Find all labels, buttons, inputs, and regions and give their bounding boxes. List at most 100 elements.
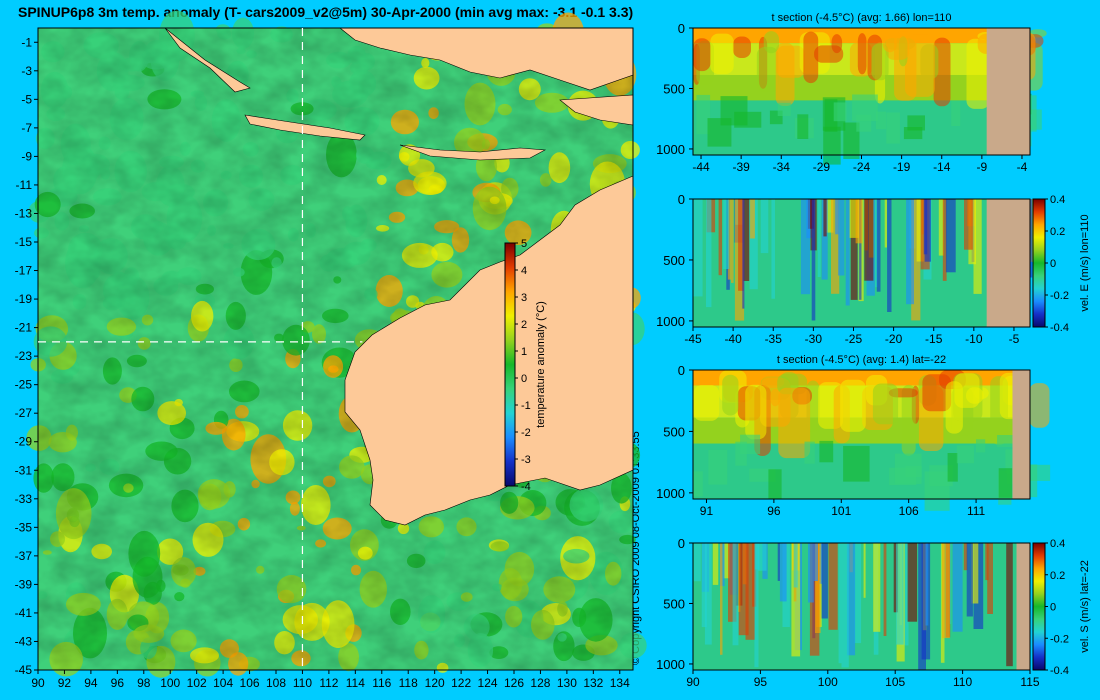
panel-x-tick-label: -24: [853, 160, 871, 174]
map-y-tick-label: -5: [21, 92, 32, 106]
map-x-tick-label: 128: [530, 676, 550, 690]
panel-velocity-streak: [815, 543, 821, 633]
panel-velocity-streak: [817, 199, 821, 277]
panel-x-tick-label: -45: [684, 332, 702, 346]
panel-deep-cell: [696, 94, 711, 135]
map-y-tick-label: -27: [15, 406, 33, 420]
panel-velocity-streak: [896, 543, 904, 645]
map-colorbar-tick-label: -4: [521, 481, 531, 493]
land-java: [244, 114, 366, 141]
panel-velocity-streak: [738, 199, 744, 291]
panel-deep-cell: [976, 439, 986, 453]
panel-velocity-streak: [800, 199, 810, 295]
panel-velocity-streak: [924, 199, 931, 262]
map-y-tick-label: -9: [21, 149, 32, 163]
panel-velocity-streak: [821, 199, 828, 280]
panel-velocity-streak: [823, 199, 827, 237]
panel-velocity-streak: [964, 199, 973, 250]
map-colorbar-tick-label: 1: [521, 346, 527, 358]
panel-colorbar-label: vel. E (m/s) lon=110: [1079, 214, 1091, 311]
panel-velocity-streak: [838, 543, 842, 664]
map-y-tick-label: -37: [15, 549, 33, 563]
panel-x-tick-label: -14: [933, 160, 951, 174]
map-x-tick-label: 116: [372, 676, 391, 690]
panel-x-tick-label: -35: [765, 332, 783, 346]
panel-x-tick-label: 91: [700, 504, 714, 518]
panel-colorbar-label: vel. S (m/s) lat=-22: [1079, 560, 1091, 653]
panel-deep-cell: [875, 111, 886, 130]
panel-velocity-streak: [758, 543, 767, 571]
panel-velocity-streak: [771, 199, 775, 299]
panel-velocity-streak: [813, 543, 818, 581]
panel-velocity-streak: [835, 199, 839, 235]
map-colorbar-tick-label: 3: [521, 292, 527, 304]
panel-y-tick-label: 500: [663, 253, 685, 268]
panel-temp-cell: [905, 34, 935, 97]
panel-x-tick-label: 95: [754, 675, 768, 689]
panel-x-tick-label: 106: [899, 504, 919, 518]
map-y-tick-label: -3: [21, 64, 32, 78]
panel-title: t section (-4.5°C) (avg: 1.66) lon=110: [772, 12, 952, 24]
panel-velocity-streak: [925, 543, 929, 626]
panel-colorbar-tick-label: 0.4: [1050, 194, 1065, 206]
panel-temp-cell: [693, 385, 720, 421]
panel-y-tick-label: 1000: [656, 314, 685, 329]
panel-y-tick-label: 0: [678, 192, 685, 207]
panel-frame: [692, 542, 1031, 671]
panel-velocity-streak: [821, 543, 828, 619]
map-plot: 90 92 94 96 98 100 102 104 106 108 110 112 114 116 118…: [15, 10, 647, 690]
map-x-tick-label: 122: [451, 676, 471, 690]
panel-velocity-streak: [863, 543, 866, 598]
panel-x-tick-label: -29: [813, 160, 831, 174]
map-y-tick-label: -23: [15, 349, 33, 363]
panel-velocity-streak: [884, 199, 887, 248]
panel-velocity-streak: [883, 543, 887, 636]
panel-deep-cell: [804, 441, 815, 464]
panel-velocity-streak: [731, 199, 734, 283]
map-y-tick-label: -39: [15, 577, 33, 591]
panel-colorbar: [1032, 542, 1046, 671]
panel-deep-cell: [823, 126, 841, 165]
panel-x-tick-label: 105: [885, 675, 905, 689]
panel-x-tick-label: -40: [724, 332, 742, 346]
panel-velocity-streak: [938, 199, 944, 256]
panel-velocity-streak: [973, 543, 984, 629]
panel-y-tick-label: 500: [663, 424, 685, 439]
panel-bottom: [1012, 370, 1030, 499]
map-colorbar-label: temperature anomaly (°C): [535, 301, 547, 428]
panel-temp-cell: [710, 33, 734, 74]
panel-temp-cell: [872, 383, 899, 425]
panel-velocity-streak: [846, 543, 856, 656]
panel-velocity-streak: [1029, 199, 1033, 278]
map-x-tick-label: 118: [399, 676, 418, 690]
panel-deep-cell: [740, 434, 761, 454]
panel-temp-cell: [814, 45, 844, 63]
map-y-tick-label: -1: [21, 35, 32, 49]
panel-bottom: [1016, 543, 1030, 670]
map-colorbar-tick-label: 2: [521, 319, 527, 331]
panel-temp-cell: [693, 38, 711, 72]
panel-colorbar-tick-label: -0.4: [1050, 665, 1069, 677]
map-x-tick-label: 98: [137, 676, 151, 690]
panel-temp-cell: [882, 28, 897, 53]
map-y-tick-label: -19: [15, 292, 33, 306]
panel-velocity-streak: [819, 543, 823, 584]
panel-velocity-streak: [732, 543, 739, 646]
map-x-tick-label: 112: [319, 676, 338, 690]
panel-velocity-streak: [704, 543, 712, 645]
map-x-tick-label: 104: [213, 676, 233, 690]
panel-deep-cell: [768, 469, 782, 500]
panel-temp-cell: [775, 42, 795, 106]
panel-velocity-streak: [854, 543, 862, 644]
panel-y-tick-label: 1000: [656, 657, 685, 672]
map-x-tick-label: 100: [160, 676, 180, 690]
panel-velocity-streak: [701, 543, 707, 628]
map-y-tick-label: -33: [15, 492, 33, 506]
panel-deep-cell: [833, 102, 847, 122]
panel-velocity-streak: [727, 199, 732, 280]
map-y-tick-label: -29: [15, 435, 33, 449]
panel-deep-cell: [777, 102, 791, 116]
panel-x-tick-label: -10: [965, 332, 983, 346]
map-y-tick-label: -11: [16, 178, 33, 192]
